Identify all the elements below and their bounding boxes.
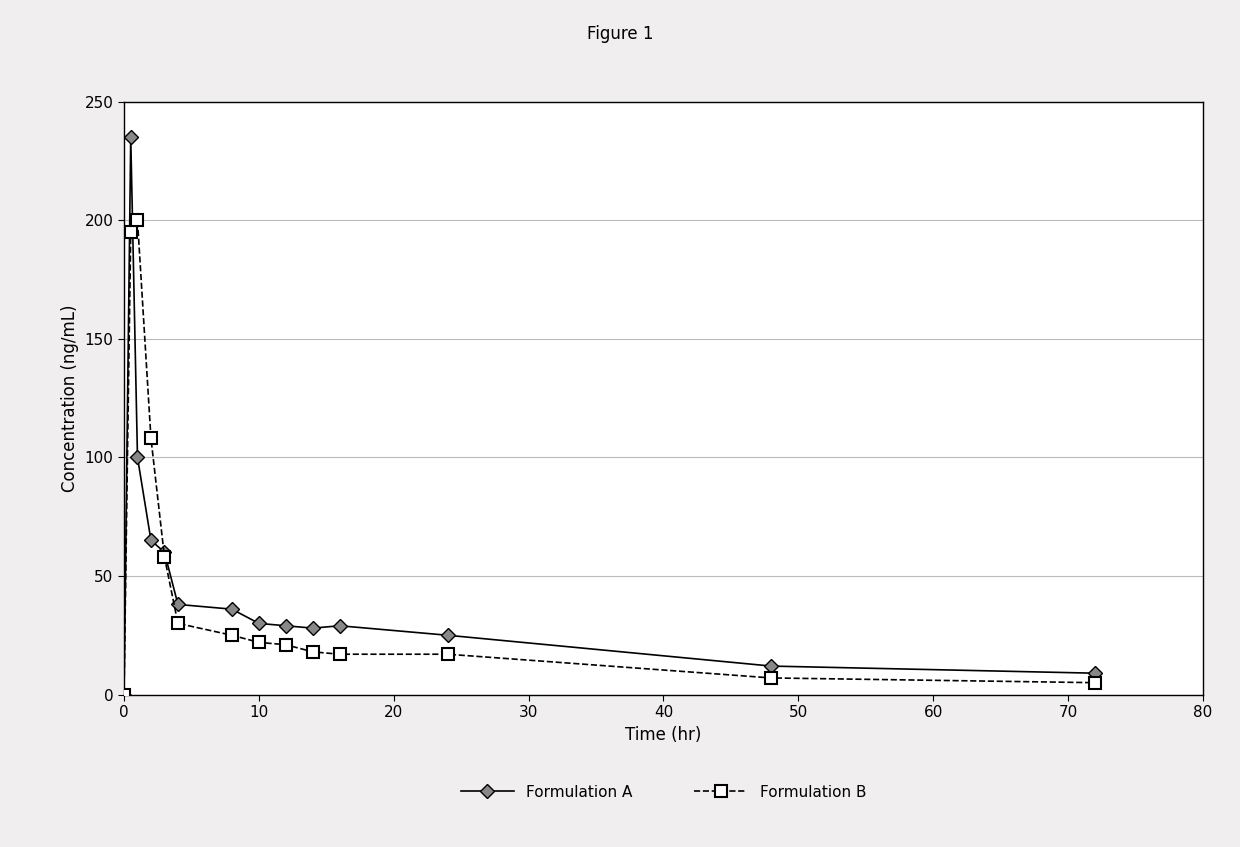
Formulation B [440, 649, 455, 659]
Formulation B [144, 434, 159, 444]
Formulation B [157, 552, 172, 562]
Formulation B [305, 647, 320, 657]
Formulation A [305, 623, 320, 634]
Formulation A [117, 689, 131, 700]
Formulation A [157, 547, 172, 557]
Formulation A [252, 618, 267, 628]
Formulation B [170, 618, 186, 628]
Formulation A [144, 535, 159, 545]
Formulation B [117, 689, 131, 700]
Formulation A [332, 621, 347, 631]
Formulation B [123, 227, 138, 237]
Formulation B [130, 215, 145, 225]
Formulation B [224, 630, 239, 640]
Y-axis label: Concentration (ng/mL): Concentration (ng/mL) [61, 304, 79, 492]
Formulation A [278, 621, 293, 631]
Formulation B [278, 639, 293, 650]
Formulation A [224, 604, 239, 614]
Formulation B [332, 649, 347, 659]
Formulation B [764, 673, 779, 683]
Formulation A [764, 661, 779, 671]
Formulation B [252, 637, 267, 647]
Formulation A [123, 132, 138, 142]
Text: Figure 1: Figure 1 [587, 25, 653, 43]
Formulation A [170, 600, 186, 610]
Line: Formulation B: Formulation B [119, 214, 1100, 700]
Formulation B [1087, 678, 1102, 688]
Formulation A [440, 630, 455, 640]
X-axis label: Time (hr): Time (hr) [625, 726, 702, 744]
Formulation A [130, 452, 145, 462]
Line: Formulation A: Formulation A [119, 132, 1100, 700]
Legend: Formulation A, Formulation B: Formulation A, Formulation B [455, 779, 872, 806]
Formulation A [1087, 668, 1102, 678]
